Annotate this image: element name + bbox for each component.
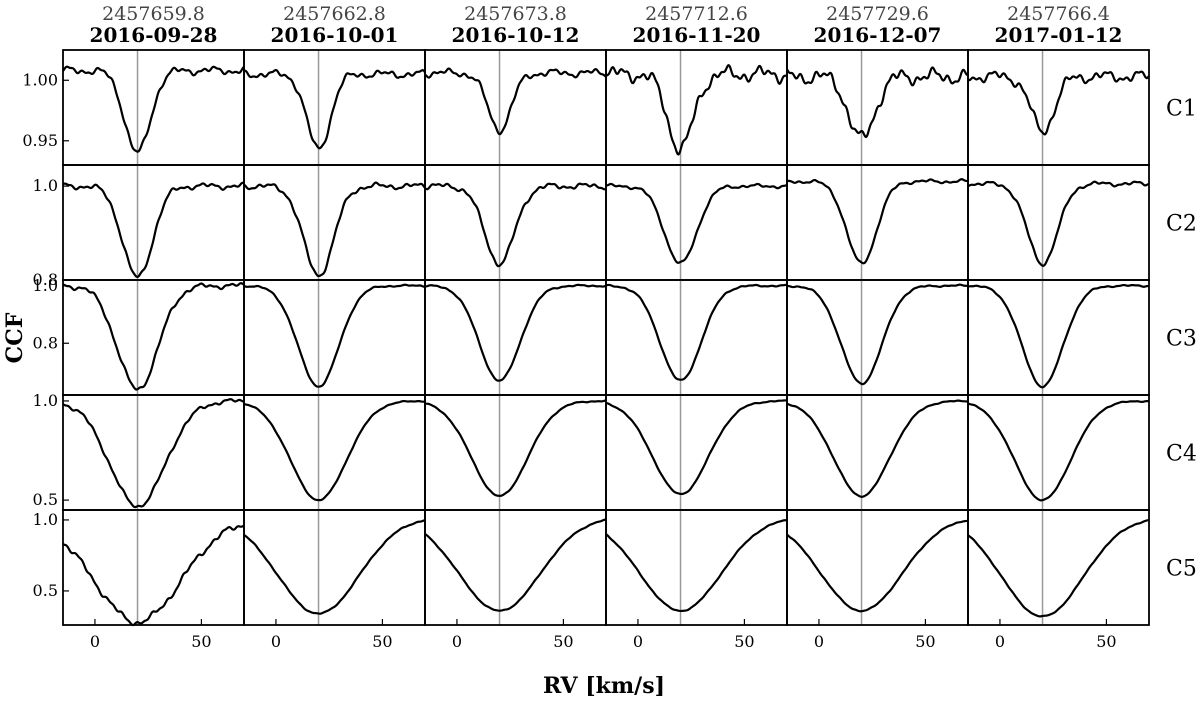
row-label: C5 xyxy=(1166,557,1197,582)
panel-frame xyxy=(243,164,426,281)
ccf-series-line xyxy=(605,399,788,496)
panel-frame xyxy=(62,164,245,281)
x-tick-label: 50 xyxy=(734,632,754,651)
ccf-series-line xyxy=(243,68,426,150)
x-tick-label: 50 xyxy=(372,632,392,651)
ccf-series-line xyxy=(424,518,607,612)
panel-frame xyxy=(424,164,607,281)
ccf-series-line xyxy=(967,70,1150,136)
ccf-series-line xyxy=(243,181,426,278)
ccf-series-line xyxy=(62,282,245,391)
row-label: C4 xyxy=(1166,442,1197,467)
column-date-label: 2016-10-12 xyxy=(452,23,580,47)
column-date-label: 2016-09-28 xyxy=(90,23,218,47)
column-jd-label: 2457712.6 xyxy=(645,3,748,25)
panel-frame xyxy=(424,394,607,511)
panel-frame xyxy=(243,394,426,511)
ccf-series-line xyxy=(786,283,969,386)
panel-frame xyxy=(62,394,245,511)
x-tick-label: 50 xyxy=(553,632,573,651)
panel-frame xyxy=(605,509,788,626)
x-axis-label: RV [km/s] xyxy=(543,673,665,699)
panel-frame xyxy=(967,509,1150,626)
y-tick-label: 1.00 xyxy=(22,70,58,89)
ccf-series-line xyxy=(967,518,1150,618)
y-tick-label: 0.95 xyxy=(22,131,58,150)
column-date-label: 2016-11-20 xyxy=(633,23,761,47)
panel-frame xyxy=(786,509,969,626)
panel-frame xyxy=(424,509,607,626)
panel-frame xyxy=(62,509,245,626)
x-tick-label: 0 xyxy=(452,632,462,651)
ccf-series-line xyxy=(786,178,969,265)
panel-frame xyxy=(967,279,1150,396)
ccf-series-line xyxy=(62,65,245,153)
column-date-label: 2017-01-12 xyxy=(995,23,1123,47)
ccf-series-line xyxy=(786,519,969,613)
ccf-series-line xyxy=(424,283,607,382)
ccf-series-line xyxy=(62,181,245,279)
ccf-series-line xyxy=(62,398,245,509)
y-tick-label: 1.0 xyxy=(33,391,58,410)
ccf-series-line xyxy=(605,283,788,381)
panel-frame xyxy=(605,394,788,511)
y-tick-label: 0.5 xyxy=(33,490,58,509)
ccf-series-line xyxy=(424,182,607,268)
panel-frame xyxy=(786,279,969,396)
y-tick-label: 0.8 xyxy=(33,333,58,352)
panel-frame xyxy=(243,279,426,396)
ccf-series-line xyxy=(424,399,607,497)
y-tick-label: 0.8 xyxy=(33,270,58,289)
column-jd-label: 2457673.8 xyxy=(464,3,567,25)
panel-frame xyxy=(62,279,245,396)
x-tick-label: 0 xyxy=(814,632,824,651)
y-tick-label: 1.0 xyxy=(33,176,58,195)
y-tick-label: 0.5 xyxy=(33,581,58,600)
ccf-series-line xyxy=(605,519,788,613)
ccf-series-line xyxy=(967,180,1150,267)
y-axis-label: CCF xyxy=(2,312,28,363)
ccf-series-line xyxy=(243,519,426,615)
x-tick-label: 0 xyxy=(995,632,1005,651)
ccf-series-line xyxy=(424,67,607,136)
ccf-series-line xyxy=(967,399,1150,502)
ccf-series-line xyxy=(62,524,245,627)
panel-frame xyxy=(424,49,607,166)
ccf-series-line xyxy=(605,182,788,264)
y-tick-label: 1.0 xyxy=(33,510,58,529)
ccf-series-line xyxy=(605,64,788,156)
column-jd-label: 2457662.8 xyxy=(283,3,386,25)
column-jd-label: 2457766.4 xyxy=(1007,3,1110,25)
ccf-series-line xyxy=(967,283,1150,389)
panel-frame xyxy=(967,49,1150,166)
ccf-series-line xyxy=(786,399,969,498)
column-date-label: 2016-12-07 xyxy=(814,23,942,47)
panel-frame xyxy=(786,394,969,511)
panel-frame xyxy=(424,279,607,396)
y-tick-label: 1.0 xyxy=(33,276,58,295)
ccf-series-line xyxy=(786,66,969,139)
row-label: C1 xyxy=(1166,97,1197,122)
ccf-series-line xyxy=(243,399,426,502)
panel-frame xyxy=(605,164,788,281)
column-jd-label: 2457659.8 xyxy=(102,3,205,25)
x-tick-label: 50 xyxy=(1096,632,1116,651)
ccf-series-line xyxy=(243,283,426,388)
x-tick-label: 50 xyxy=(191,632,211,651)
x-tick-label: 50 xyxy=(915,632,935,651)
column-jd-label: 2457729.6 xyxy=(826,3,929,25)
x-tick-label: 0 xyxy=(633,632,643,651)
panel-frame xyxy=(605,279,788,396)
panel-frame xyxy=(967,394,1150,511)
x-tick-label: 0 xyxy=(90,632,100,651)
row-label: C2 xyxy=(1166,212,1197,237)
column-date-label: 2016-10-01 xyxy=(271,23,399,47)
x-tick-label: 0 xyxy=(271,632,281,651)
row-label: C3 xyxy=(1166,327,1197,352)
